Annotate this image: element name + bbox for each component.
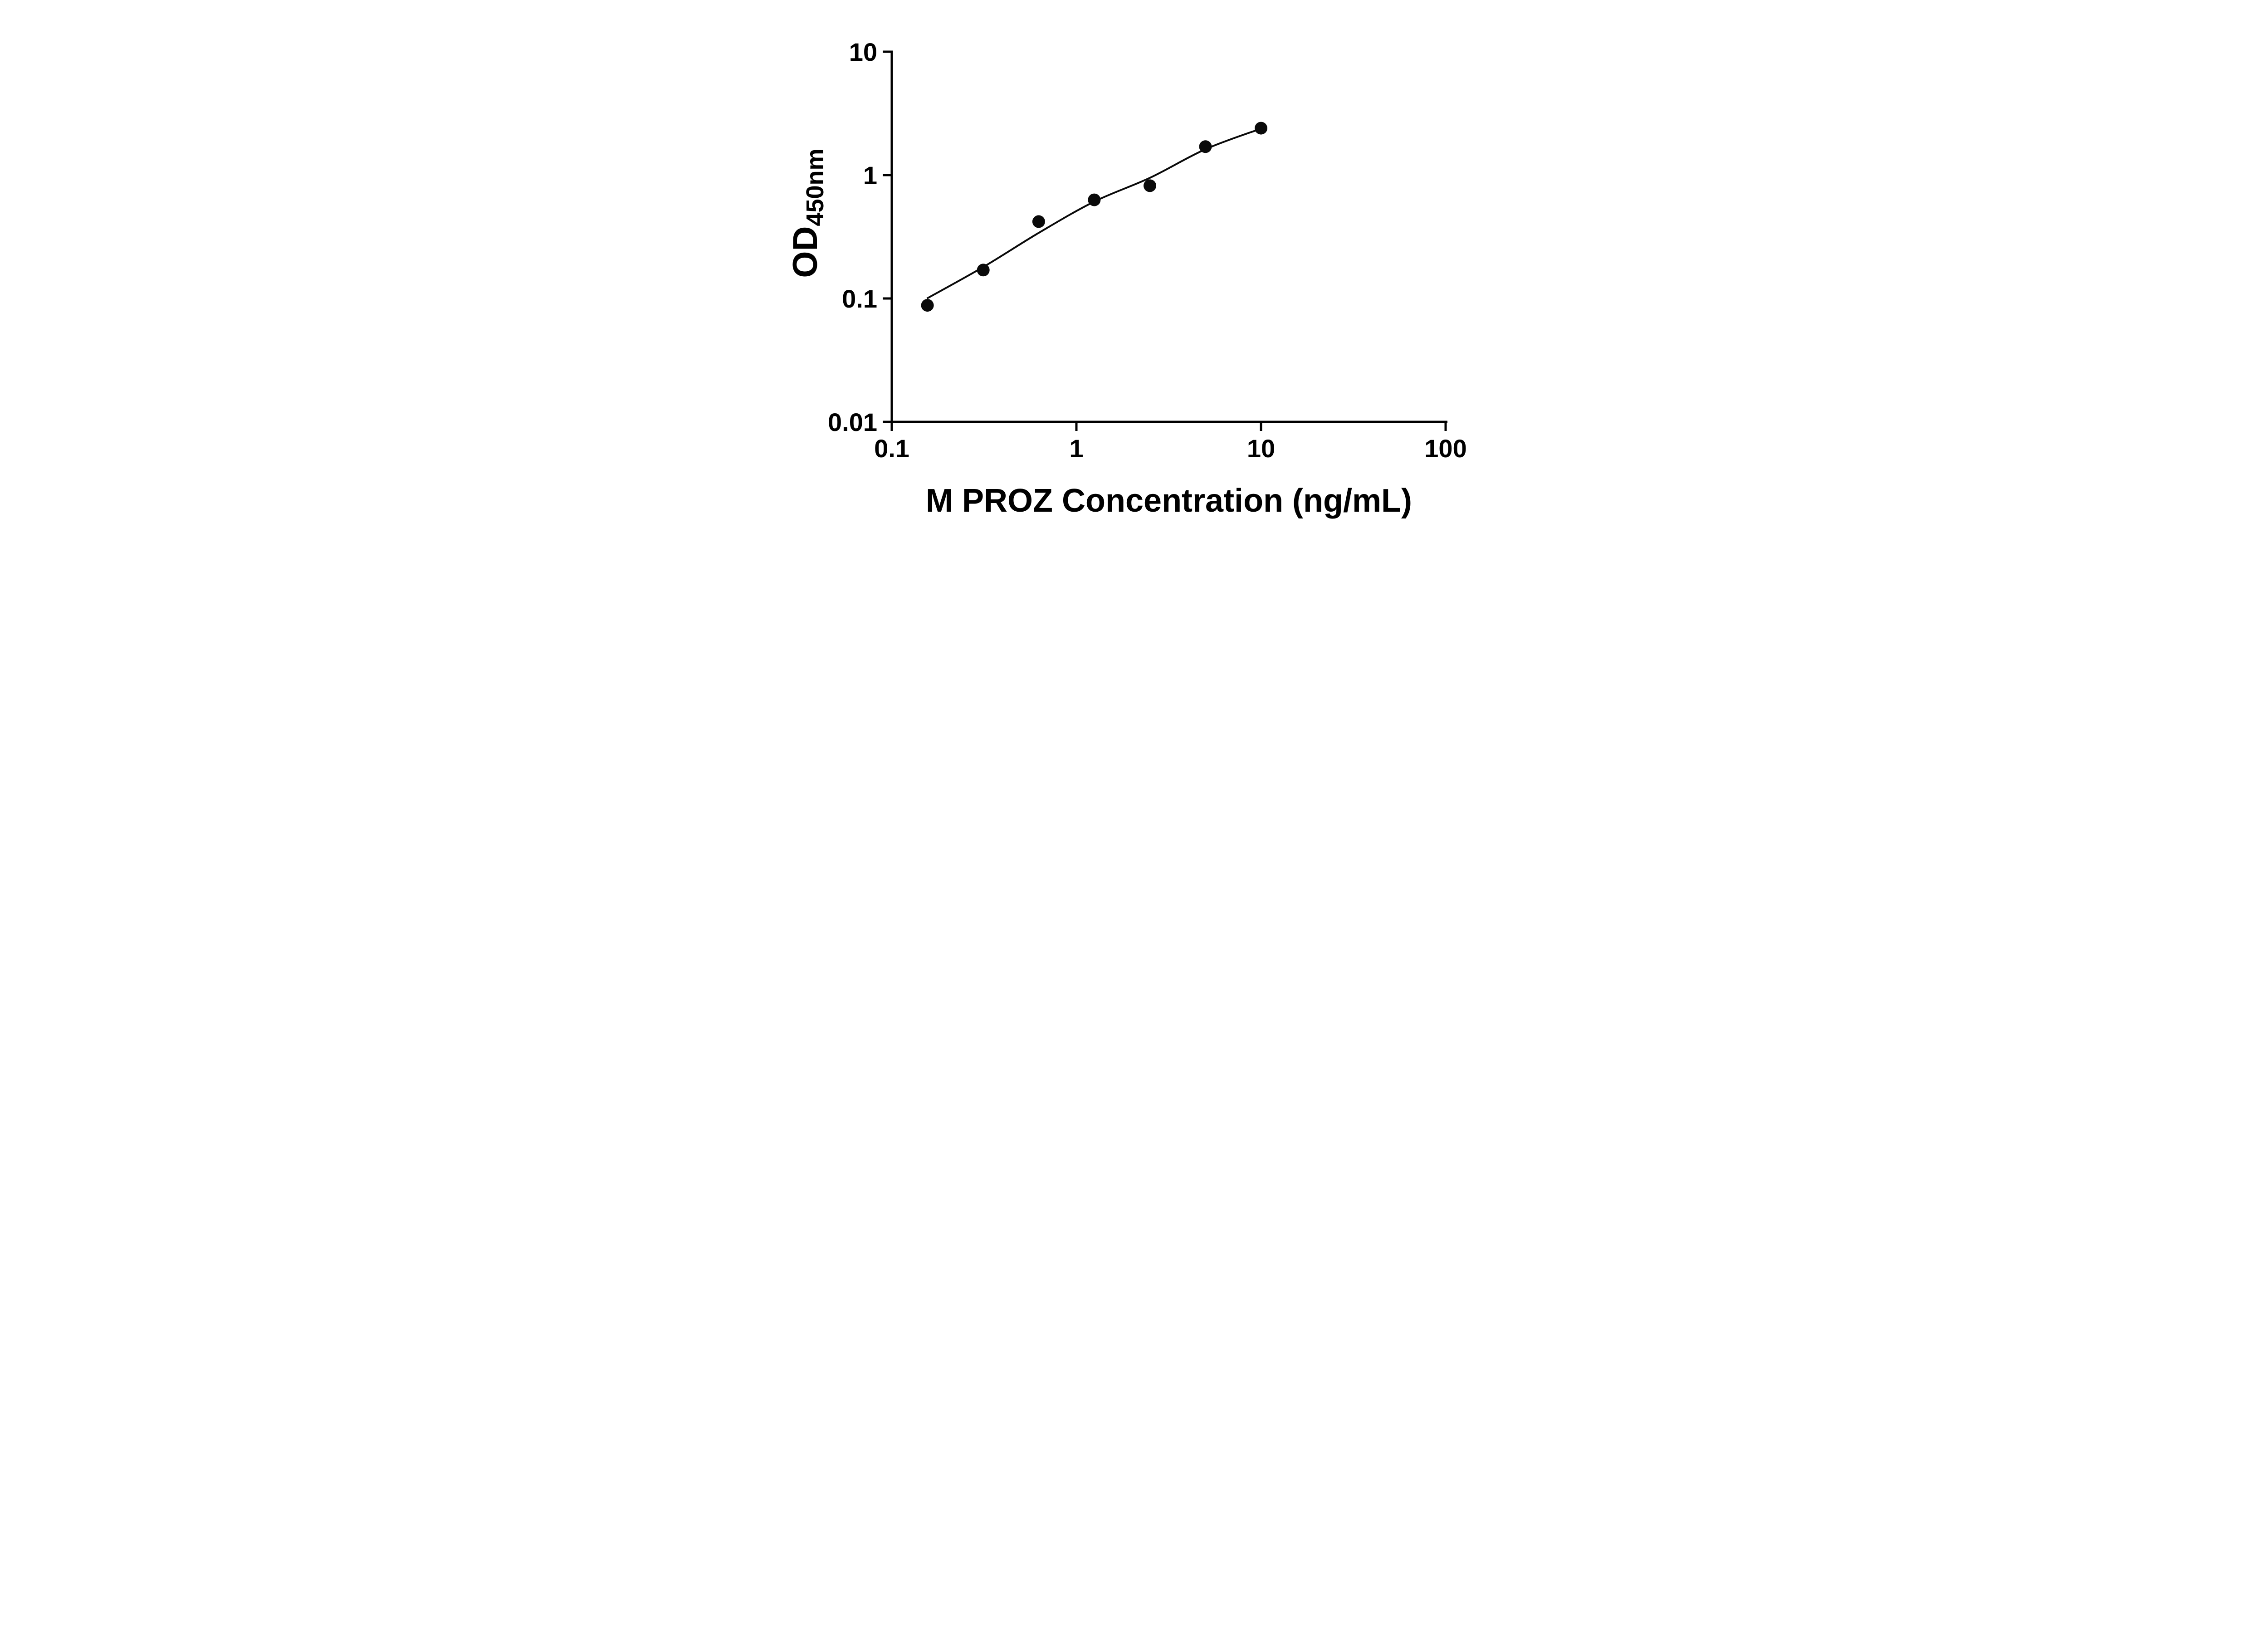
x-axis-title: M PROZ Concentration (ng/mL) bbox=[926, 483, 1412, 519]
x-tick-label: 1 bbox=[1069, 434, 1083, 463]
y-axis-title: OD450nm bbox=[786, 148, 829, 278]
y-axis-ticks: 0.01 0.1 1 10 bbox=[828, 38, 891, 436]
data-point bbox=[1255, 122, 1267, 135]
x-tick-label: 10 bbox=[1247, 434, 1275, 463]
y-axis-title-main: OD bbox=[786, 226, 825, 278]
y-tick-label: 1 bbox=[863, 161, 877, 190]
data-point bbox=[1088, 193, 1101, 206]
y-tick-label: 0.1 bbox=[842, 284, 877, 313]
data-point bbox=[1144, 179, 1156, 192]
data-point bbox=[1032, 215, 1045, 228]
y-tick-label: 0.01 bbox=[828, 408, 877, 436]
data-point bbox=[1199, 140, 1212, 153]
data-point bbox=[977, 264, 990, 277]
y-tick-label: 10 bbox=[849, 38, 877, 66]
x-tick-label: 0.1 bbox=[874, 434, 909, 463]
x-axis-ticks: 0.1 1 10 100 bbox=[874, 423, 1467, 463]
y-axis-title-subscript: 450nm bbox=[802, 148, 829, 226]
x-tick-label: 100 bbox=[1424, 434, 1466, 463]
data-points bbox=[921, 122, 1267, 312]
data-point bbox=[921, 299, 934, 312]
fit-curve-line bbox=[926, 127, 1261, 299]
elisa-standard-curve-figure: 0.01 0.1 1 10 0.1 1 10 100 OD450nm M PROZ Conc… bbox=[749, 0, 1519, 544]
